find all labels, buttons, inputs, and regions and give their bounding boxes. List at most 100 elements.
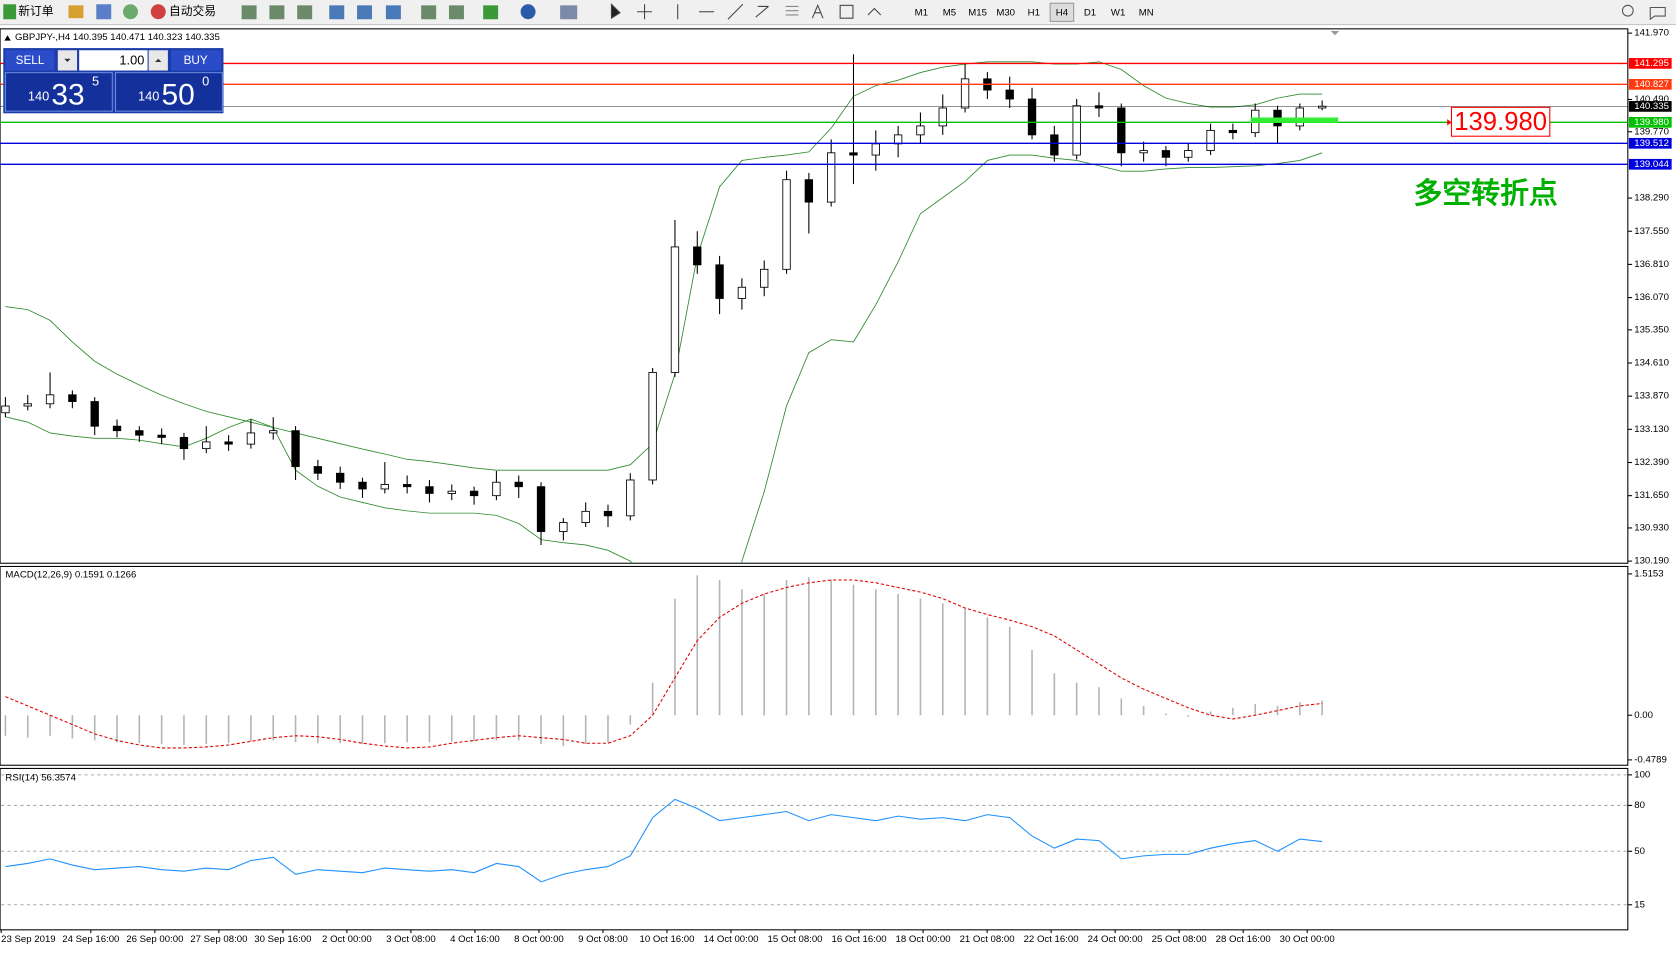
timeframe-button[interactable]: M30 [996,7,1015,18]
candle-body [23,403,32,407]
shift-marker [1330,30,1340,36]
crosshair-tool[interactable] [637,4,653,20]
candle-body [693,246,702,266]
candle-body [1094,105,1104,109]
x-tick-label: 2 Oct 00:00 [322,934,372,945]
timeframe-button[interactable]: M5 [943,7,956,18]
candle-body [469,490,479,497]
collapse-arrow[interactable] [4,35,11,41]
candle-body [492,481,501,497]
x-tick-label: 9 Oct 08:00 [578,934,628,945]
callout-label: 139.980 [1454,108,1547,136]
candle-body [1027,98,1037,136]
toolbar-icon[interactable] [357,5,373,20]
toolbar-icon[interactable] [68,5,84,19]
candle-body [536,486,546,532]
toolbar-icon[interactable] [96,4,112,20]
toolbar-icon[interactable] [421,5,437,20]
candle-body [827,152,836,203]
lot-value[interactable]: 1.00 [119,52,144,67]
candle-body [871,143,880,156]
x-tick-label: 4 Oct 16:00 [450,934,500,945]
bid-sup: 5 [92,74,99,89]
x-tick-label: 30 Oct 00:00 [1280,934,1335,945]
label-tool[interactable] [839,4,854,19]
fibo-tool[interactable] [785,5,799,16]
y-tick-label: 1.5153 [1634,568,1663,579]
timeframe-button[interactable]: M1 [915,7,928,18]
toolbar-icon[interactable] [297,5,313,20]
macd-signal [5,579,1323,749]
timeframe-button[interactable]: W1 [1111,7,1125,18]
lot-input[interactable] [79,50,148,71]
y-tick-label: 133.130 [1634,424,1669,435]
lot-down-arrow [64,58,71,62]
auto-trading-icon[interactable] [150,4,166,20]
candle-body [648,371,657,481]
candle-body [938,107,947,127]
new-order-icon[interactable] [3,4,17,20]
search-icon[interactable] [1621,4,1634,17]
auto-trading-button[interactable]: 自动交易 [169,4,216,18]
y-tick-label: 131.650 [1634,490,1669,501]
price-level-tag [1628,101,1672,112]
x-tick-label: 30 Sep 16:00 [254,934,311,945]
text-tool[interactable] [811,3,824,19]
buy-label[interactable]: BUY [184,54,208,67]
candle-body [1050,134,1059,156]
candle-body [960,78,970,109]
price-level-tag [1628,79,1672,90]
arrow-tool[interactable] [867,7,882,16]
rsi-line [5,798,1323,883]
ask-big: 140 [138,88,159,103]
ask-main: 50 [161,79,194,112]
macd-title: MACD(12,26,9) 0.1591 0.1266 [5,570,136,581]
toolbar-icon[interactable] [385,5,401,20]
toolbar-icon[interactable] [329,5,345,20]
timeframe-button[interactable]: H1 [1028,7,1040,18]
toolbar-icon[interactable] [520,4,536,20]
candle-body [246,432,256,445]
ask-box[interactable] [114,72,223,112]
price-level-tag [1628,158,1672,170]
toolbar-icon[interactable] [269,5,285,20]
cursor-tool[interactable] [610,2,621,20]
trendline-tool[interactable] [727,3,744,20]
channel-tool[interactable] [755,5,769,18]
timeframe-button[interactable]: MN [1139,7,1154,18]
price-level-label: 139.044 [1634,159,1669,170]
y-tick-label: 134.610 [1634,358,1669,369]
timeframe-button[interactable]: M15 [968,7,987,18]
candle-body [626,479,635,517]
bid-box[interactable] [4,72,113,112]
toolbar-icon[interactable] [560,5,578,20]
candle-body [425,486,434,494]
candle-body [1117,107,1126,154]
chat-icon[interactable] [1649,6,1666,21]
price-plot [1,54,1327,564]
toolbar-icon[interactable] [483,5,499,20]
symbol-title: GBPJPY-,H4 140.395 140.471 140.323 140.3… [15,32,220,43]
toolbar-icon[interactable] [241,5,257,20]
y-tick-label: 139.770 [1634,126,1669,137]
candle-body [68,394,77,402]
candle-body [893,134,903,145]
sell-button[interactable] [5,50,55,71]
timeframe-button[interactable]: D1 [1084,7,1096,18]
candle-body [782,179,791,270]
candle-body [514,481,523,488]
toolbar-icon[interactable] [122,4,138,20]
trade-panel: SELL 1.00 BUY 140 33 5 140 50 0 [3,48,224,114]
timeframe-button[interactable]: H4 [1056,7,1069,18]
new-order-button[interactable]: 新订单 [18,4,53,18]
candle-body [804,179,814,203]
x-tick-label: 3 Oct 08:00 [386,934,436,945]
buy-button[interactable] [171,50,222,71]
price-level-tag [1628,116,1672,128]
timeframe-active [1049,2,1075,22]
candle-body [179,436,189,450]
candle-body [135,430,144,436]
toolbar-icon[interactable] [448,5,464,20]
y-tick-label: 141.970 [1634,28,1669,39]
sell-label[interactable]: SELL [16,54,45,67]
